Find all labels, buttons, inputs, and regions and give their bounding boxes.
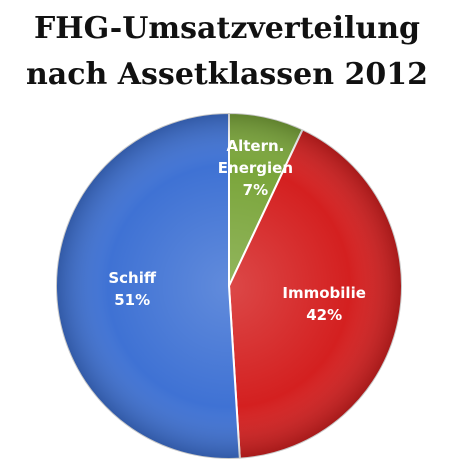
chart-title-line-2: nach Assetklassen 2012	[25, 57, 428, 92]
pie-label-0: Altern. Energien 7%	[218, 137, 293, 199]
chart-title-line-1: FHG-Umsatzverteilung	[33, 11, 421, 46]
pie-label-2: Schiff 51%	[108, 269, 157, 309]
pie-value-label: 51%	[114, 291, 150, 309]
pie-label-1: Immobilie 42%	[282, 284, 365, 324]
pie-value-label: 42%	[306, 306, 342, 324]
pie-labels: Altern. Energien 7% Immobilie 42% Schiff 51%	[108, 137, 366, 324]
pie-category-label: Immobilie	[282, 284, 365, 302]
pie-category-label: Altern.	[226, 137, 284, 155]
chart-title: FHG-Umsatzverteilung nach Assetklassen 2…	[0, 6, 454, 98]
pie-category-label: Energien	[218, 159, 293, 177]
pie-value-label: 7%	[243, 181, 268, 199]
pie-category-label: Schiff	[108, 269, 157, 287]
